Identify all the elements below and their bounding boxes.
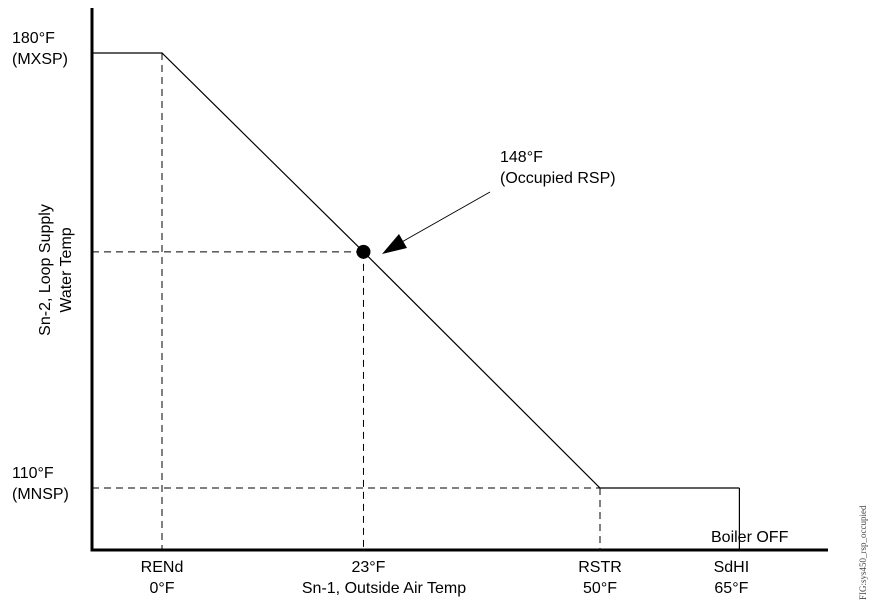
y-tick-label: (MNSP) bbox=[12, 486, 69, 503]
y-axis-title: Sn-2, Loop Supply Water Temp bbox=[37, 204, 75, 336]
occupied-rsp-point bbox=[356, 244, 371, 259]
x-tick-label: SdHI bbox=[714, 559, 750, 576]
occupied-rsp-arrow-head bbox=[382, 234, 407, 254]
y-tick-label: 110°F bbox=[12, 465, 54, 482]
x-axis-title: Sn-1, Outside Air Temp bbox=[302, 580, 466, 597]
occupied-rsp-arrow-line bbox=[399, 191, 491, 244]
x-tick-label: 65°F bbox=[714, 580, 748, 597]
boiler-off-annotation: Boiler OFF bbox=[711, 529, 789, 546]
occupied-rsp-label: 148°F bbox=[500, 149, 543, 166]
reset-curve-line bbox=[92, 52, 740, 489]
x-tick-label: RENd bbox=[141, 559, 184, 576]
y-tick-label: 180°F bbox=[12, 30, 55, 47]
y-axis-title-line: Sn-2, Loop Supply bbox=[37, 204, 54, 336]
figure-id-label: FIG:sys450_rsp_occupied bbox=[858, 505, 868, 600]
x-tick-label: RSTR bbox=[578, 559, 622, 576]
x-tick-label: 23°F bbox=[351, 559, 385, 576]
x-tick-label: 50°F bbox=[583, 580, 617, 597]
occupied-rsp-label: (Occupied RSP) bbox=[500, 170, 616, 187]
x-tick-label: 0°F bbox=[149, 580, 174, 597]
y-tick-label: (MXSP) bbox=[12, 51, 68, 68]
y-axis-title-line: Water Temp bbox=[58, 227, 75, 312]
